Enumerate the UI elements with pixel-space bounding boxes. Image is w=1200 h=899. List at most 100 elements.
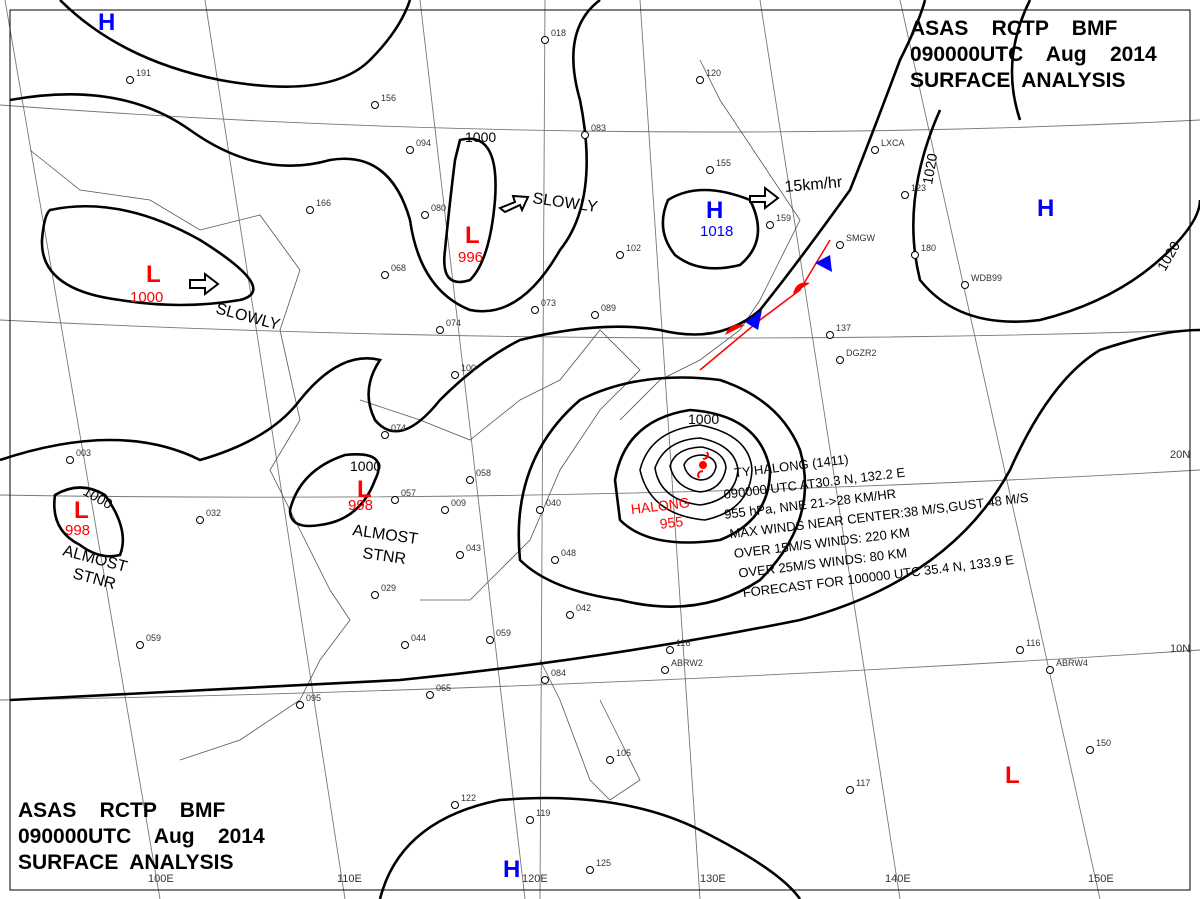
station-marker [381,271,389,279]
station-marker [826,331,834,339]
station-value: 156 [381,93,396,103]
isobar-label: 1000 [350,458,381,474]
lon-label: 120E [522,873,548,885]
motion-label: SLOWLY [531,190,599,216]
station-value: 116 [1026,638,1040,648]
station-value: 009 [451,498,466,508]
low-center: L [1005,762,1020,789]
low-center: L [146,261,161,288]
coastlines [29,59,801,801]
station-value: 003 [76,448,91,458]
typhoon-name: HALONG [630,494,691,517]
station-value: 083 [591,123,606,133]
station-marker [541,36,549,44]
station-marker [426,691,434,699]
station-marker [1016,646,1024,654]
title-block-top: ASAS RCTP BMF 090000UTC Aug 2014 SURFACE A… [910,16,1157,94]
high-center: H [503,856,520,883]
station-value: 044 [411,633,426,643]
motion-label: ALMOST [351,522,419,548]
title-block-bottom: ASAS RCTP BMF 090000UTC Aug 2014 SURFACE A… [18,798,265,876]
high-center: H [98,9,115,36]
station-value: 180 [921,243,936,253]
station-value: 068 [391,263,406,273]
motion-arrows [189,185,780,297]
station-marker [661,666,669,674]
station-marker [391,496,399,504]
title-line: ASAS RCTP BMF [18,799,226,822]
station-value: 042 [576,603,591,613]
low-center: L [74,497,89,524]
stationary-front [699,239,832,371]
station-value: 191 [136,68,151,78]
station-value: 105 [616,748,631,758]
station-value: ABRW4 [1056,658,1088,668]
station-value: 166 [316,198,331,208]
station-marker [536,506,544,514]
station-value: ABRW2 [671,658,703,668]
station-value: 018 [551,28,566,38]
lon-label: 110E [337,873,362,885]
isobar-label: 1000 [465,129,496,145]
station-value: 095 [306,693,321,703]
station-marker [836,241,844,249]
station-marker [421,211,429,219]
station-marker [531,306,539,314]
station-marker [436,326,444,334]
title-line: 090000UTC Aug 2014 [18,825,265,848]
station-marker [381,431,389,439]
station-marker [136,641,144,649]
isobar-label: 1020 [919,152,940,186]
station-value: 048 [561,548,576,558]
title-line: ASAS RCTP BMF [910,17,1118,40]
station-value: 119 [536,808,550,818]
station-marker [901,191,909,199]
station-marker [456,551,464,559]
station-marker [591,311,599,319]
station-value: 117 [856,778,870,788]
station-marker [616,251,624,259]
station-value: 032 [206,508,221,518]
low-center: L [465,222,480,249]
station-value: 058 [476,468,491,478]
station-value: DGZR2 [846,348,877,358]
station-value: SMGW [846,233,876,243]
station-marker [566,611,574,619]
station-marker [401,641,409,649]
station-value: 065 [436,683,451,693]
station-value: 116 [676,638,690,648]
station-marker [466,476,474,484]
pressure-centers: H L 1000 L 996 H 1018 H L 998 L 998 H L [65,9,1054,883]
station-value: 094 [416,138,431,148]
lon-label: 100E [148,873,174,885]
station-marker [911,251,919,259]
low-pressure-value: 1000 [130,289,163,306]
low-pressure-value: 998 [65,522,90,539]
station-value: 125 [596,858,611,868]
station-value: 089 [601,303,616,313]
station-value: 150 [1096,738,1111,748]
station-marker [371,591,379,599]
low-pressure-value: 996 [458,249,483,266]
station-value: WDB99 [971,273,1002,283]
station-marker [766,221,774,229]
station-value: 059 [496,628,511,638]
typhoon-symbol-icon [697,451,709,479]
high-pressure-value: 1018 [700,223,733,240]
station-value: 155 [716,158,731,168]
station-value: 040 [546,498,561,508]
station-value: 074 [446,318,461,328]
isobar-label: 1020 [1154,238,1184,273]
station-value: 137 [836,323,851,333]
station-marker [451,371,459,379]
station-marker [696,76,704,84]
station-value: 057 [401,488,416,498]
station-plots: 191 156 094 166 068 080 018 083 120 155 102 073 089 0… [66,28,1111,874]
station-marker [371,101,379,109]
station-value: 029 [381,583,396,593]
lon-label: 140E [885,873,911,885]
